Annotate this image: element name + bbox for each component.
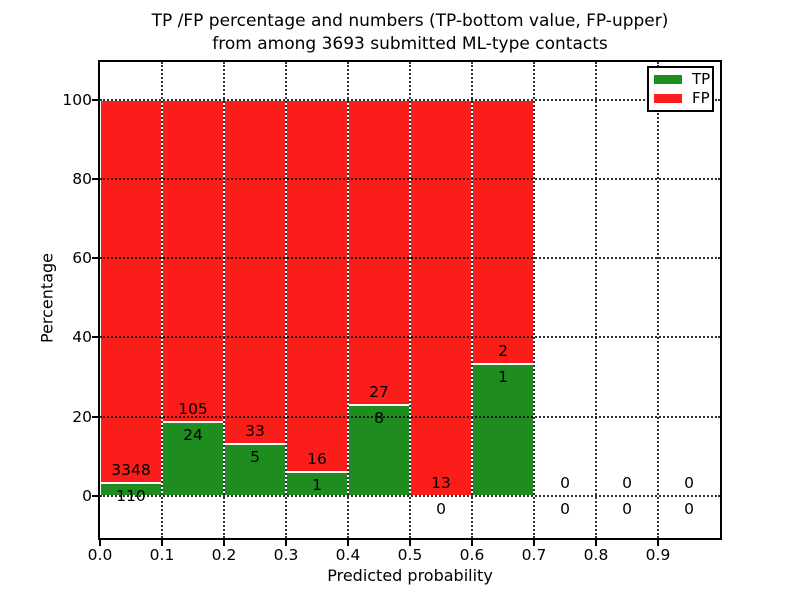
x-gridline — [161, 62, 163, 538]
bar-fp-segment — [224, 99, 286, 444]
x-tick-label: 0.7 — [521, 546, 547, 564]
x-tick-label: 0.5 — [397, 546, 423, 564]
legend-tp-label: TP — [692, 69, 711, 88]
legend: TP FP — [647, 66, 714, 112]
y-tick-label: 60 — [72, 249, 92, 268]
fp-count-label: 3348 — [111, 461, 151, 480]
fp-count-label: 0 — [622, 473, 632, 492]
y-tick-label: 100 — [62, 90, 92, 109]
x-gridline — [223, 62, 225, 538]
x-axis-tick — [595, 539, 597, 546]
tp-count-label: 1 — [498, 367, 508, 386]
x-axis-tick — [533, 539, 535, 546]
bar-fp-segment — [162, 99, 224, 423]
x-tick-label: 0.4 — [335, 546, 361, 564]
chart-title-line1: TP /FP percentage and numbers (TP-bottom… — [151, 11, 669, 31]
x-gridline — [285, 62, 287, 538]
chart-title-line2: from among 3693 submitted ML-type contac… — [212, 34, 608, 54]
tp-count-label: 0 — [560, 499, 570, 518]
x-tick-label: 0.1 — [149, 546, 175, 564]
x-tick-label: 0.3 — [273, 546, 299, 564]
tp-count-label: 0 — [684, 499, 694, 518]
bar-tp-segment — [472, 363, 534, 496]
x-axis-tick — [285, 539, 287, 546]
fp-count-label: 16 — [307, 450, 327, 469]
x-axis-tick — [409, 539, 411, 546]
tp-count-label: 0 — [436, 499, 446, 518]
fp-count-label: 2 — [498, 341, 508, 360]
bar-tp-segment — [162, 422, 224, 496]
tp-count-label: 24 — [183, 426, 203, 445]
x-gridline — [347, 62, 349, 538]
legend-row-tp: TP — [649, 71, 712, 87]
plot-inner: 3348 110 105 24 33 5 16 1 27 8 13 0 2 1 0 0 0 0 0 0 0 20 40 60 8… — [62, 62, 720, 564]
y-axis-tick — [92, 178, 99, 181]
bar-fp-segment — [348, 99, 410, 406]
plot-area: 3348 110 105 24 33 5 16 1 27 8 13 0 2 1 0 0 0 0 0 0 0 20 40 60 8… — [62, 60, 722, 564]
y-axis-tick — [92, 98, 99, 101]
fp-count-label: 27 — [369, 383, 389, 402]
x-axis-tick — [161, 539, 163, 546]
legend-fp-label: FP — [692, 89, 710, 108]
x-axis-tick — [347, 539, 349, 546]
x-tick-label: 0.8 — [583, 546, 609, 564]
x-tick-label: 0.2 — [211, 546, 237, 564]
chart-title: TP /FP percentage and numbers (TP-bottom… — [100, 10, 720, 56]
tp-count-label: 110 — [116, 487, 146, 506]
x-axis-tick — [223, 539, 225, 546]
fp-count-label: 13 — [431, 473, 451, 492]
y-axis-tick — [92, 257, 99, 260]
legend-fp-swatch — [654, 94, 682, 104]
x-gridline — [595, 62, 597, 538]
fp-count-label: 0 — [684, 473, 694, 492]
x-axis-label: Predicted probability — [327, 566, 493, 585]
x-tick-label: 0.0 — [87, 546, 113, 564]
y-tick-label: 80 — [72, 170, 92, 189]
bar-fp-segment — [286, 99, 348, 473]
x-tick-label: 0.6 — [459, 546, 485, 564]
x-axis-tick — [471, 539, 473, 546]
tp-count-label: 0 — [622, 499, 632, 518]
fp-count-label: 33 — [245, 421, 265, 440]
y-tick-label: 20 — [72, 407, 92, 426]
y-axis-tick — [92, 336, 99, 339]
fp-count-label: 105 — [178, 400, 208, 419]
legend-row-fp: FP — [649, 91, 712, 107]
tp-count-label: 5 — [250, 447, 260, 466]
y-tick-label: 40 — [72, 328, 92, 347]
x-axis-tick — [657, 539, 659, 546]
y-tick-label: 0 — [82, 486, 92, 505]
x-tick-label: 0.9 — [645, 546, 671, 564]
tp-count-label: 8 — [374, 409, 384, 428]
x-gridline — [657, 62, 659, 538]
x-gridline — [471, 62, 473, 538]
x-gridline — [533, 62, 535, 538]
tp-count-label: 1 — [312, 476, 322, 495]
fp-count-label: 0 — [560, 473, 570, 492]
x-gridline — [409, 62, 411, 538]
x-axis-tick — [99, 539, 101, 546]
bar-fp-segment — [100, 99, 162, 484]
bar-fp-segment — [472, 99, 534, 364]
legend-tp-swatch — [654, 74, 682, 84]
y-axis-tick — [92, 415, 99, 418]
y-axis-tick — [92, 494, 99, 497]
bar-fp-segment — [410, 99, 472, 496]
